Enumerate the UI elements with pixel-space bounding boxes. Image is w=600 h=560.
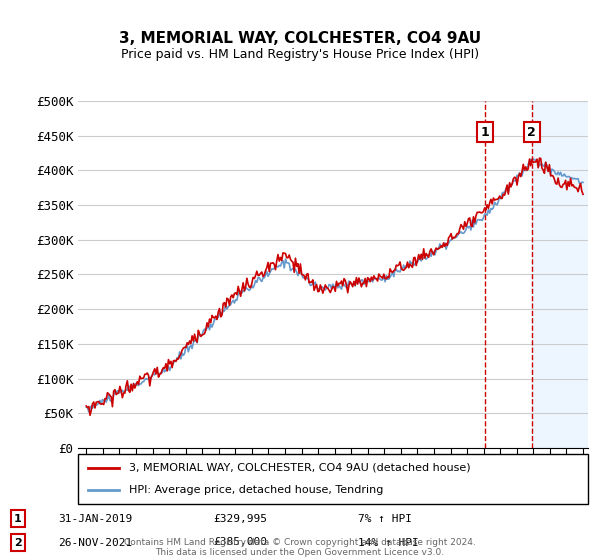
Text: Contains HM Land Registry data © Crown copyright and database right 2024.
This d: Contains HM Land Registry data © Crown c… [124, 538, 476, 557]
Text: 31-JAN-2019: 31-JAN-2019 [58, 514, 133, 524]
Text: 2: 2 [527, 125, 536, 138]
Text: 7% ↑ HPI: 7% ↑ HPI [358, 514, 412, 524]
Text: £385,000: £385,000 [214, 538, 268, 548]
Text: 3, MEMORIAL WAY, COLCHESTER, CO4 9AU (detached house): 3, MEMORIAL WAY, COLCHESTER, CO4 9AU (de… [129, 463, 470, 473]
Text: 14% ↑ HPI: 14% ↑ HPI [358, 538, 418, 548]
Text: 1: 1 [481, 125, 490, 138]
FancyBboxPatch shape [78, 454, 588, 504]
Text: 3, MEMORIAL WAY, COLCHESTER, CO4 9AU: 3, MEMORIAL WAY, COLCHESTER, CO4 9AU [119, 31, 481, 46]
Text: 1: 1 [14, 514, 22, 524]
Text: £329,995: £329,995 [214, 514, 268, 524]
Text: HPI: Average price, detached house, Tendring: HPI: Average price, detached house, Tend… [129, 485, 383, 495]
Bar [532, 101, 592, 448]
Text: 2: 2 [14, 538, 22, 548]
Text: Price paid vs. HM Land Registry's House Price Index (HPI): Price paid vs. HM Land Registry's House … [121, 48, 479, 60]
Text: 26-NOV-2021: 26-NOV-2021 [58, 538, 133, 548]
